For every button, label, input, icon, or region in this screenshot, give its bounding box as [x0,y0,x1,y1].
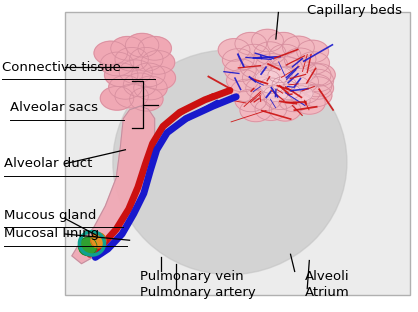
Ellipse shape [298,52,329,74]
Ellipse shape [284,48,316,71]
Ellipse shape [224,59,256,81]
Ellipse shape [299,64,331,86]
Ellipse shape [272,76,296,92]
Ellipse shape [123,73,157,97]
Ellipse shape [260,78,284,94]
Ellipse shape [255,98,287,120]
Ellipse shape [109,76,142,99]
Ellipse shape [256,54,288,76]
Text: Atrium: Atrium [305,286,350,299]
Ellipse shape [293,92,325,114]
Ellipse shape [130,47,163,71]
Ellipse shape [235,32,267,55]
Ellipse shape [222,49,254,71]
Ellipse shape [115,84,148,108]
Ellipse shape [289,86,313,101]
Ellipse shape [115,47,148,71]
Ellipse shape [288,81,320,104]
Ellipse shape [258,65,290,88]
Ellipse shape [300,84,332,107]
Ellipse shape [269,44,301,67]
Text: Mucous gland: Mucous gland [4,209,97,222]
Ellipse shape [104,63,138,87]
Text: Capillary beds: Capillary beds [307,4,402,17]
Ellipse shape [300,74,332,97]
Ellipse shape [289,68,313,84]
Ellipse shape [268,67,292,83]
Ellipse shape [125,33,159,57]
Text: Mucosal lining: Mucosal lining [4,227,99,241]
Polygon shape [72,106,155,264]
Ellipse shape [250,88,282,110]
Ellipse shape [297,40,329,63]
Ellipse shape [240,99,272,122]
Ellipse shape [227,69,258,92]
Ellipse shape [132,63,165,87]
Ellipse shape [264,86,288,101]
Ellipse shape [142,66,176,90]
Ellipse shape [79,237,97,256]
Text: Alveolar duct: Alveolar duct [4,157,92,170]
Ellipse shape [91,233,106,248]
Ellipse shape [271,57,303,79]
Text: Pulmonary vein: Pulmonary vein [140,270,244,283]
Ellipse shape [141,51,175,74]
Ellipse shape [287,71,319,93]
Ellipse shape [94,41,127,65]
Ellipse shape [240,56,272,78]
Ellipse shape [231,79,263,102]
Text: Pulmonary artery: Pulmonary artery [140,286,256,299]
Ellipse shape [273,67,304,90]
Ellipse shape [283,36,314,59]
Ellipse shape [242,67,274,89]
Ellipse shape [252,29,283,52]
Text: Connective tissue: Connective tissue [2,61,121,74]
Ellipse shape [100,52,134,76]
Ellipse shape [246,77,278,100]
Ellipse shape [261,76,293,99]
Ellipse shape [119,60,153,84]
Ellipse shape [285,60,317,82]
Ellipse shape [275,78,307,100]
Ellipse shape [100,86,134,110]
Ellipse shape [113,50,347,275]
Ellipse shape [285,76,309,92]
Ellipse shape [138,37,171,60]
Ellipse shape [278,89,310,112]
Ellipse shape [111,37,144,60]
Ellipse shape [254,42,286,64]
Ellipse shape [264,87,296,110]
Ellipse shape [302,77,334,99]
Ellipse shape [302,69,334,92]
Ellipse shape [276,84,301,100]
Text: Alveoli: Alveoli [305,270,350,283]
Ellipse shape [134,76,167,100]
Ellipse shape [130,87,163,111]
Ellipse shape [238,44,270,67]
Ellipse shape [269,99,301,121]
Ellipse shape [235,89,267,112]
Ellipse shape [303,64,335,86]
Bar [65,12,410,295]
Text: Alveolar sacs: Alveolar sacs [10,101,99,114]
Ellipse shape [218,39,250,61]
Ellipse shape [268,32,299,55]
Ellipse shape [255,70,280,86]
